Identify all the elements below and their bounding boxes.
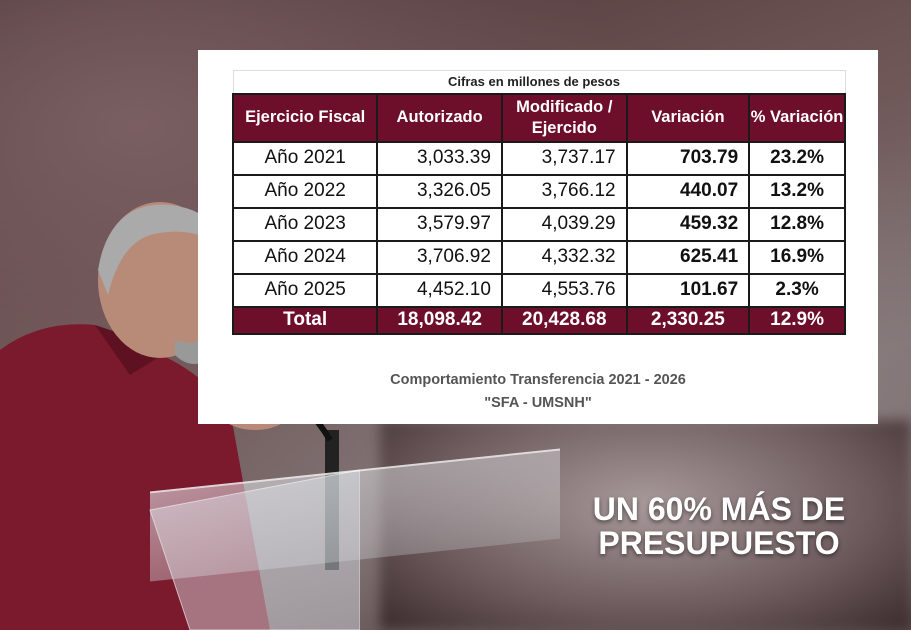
table-cell: 4,553.76 — [500, 272, 628, 308]
col-header: Ejercicio Fiscal — [231, 92, 379, 143]
table-cell: 440.07 — [625, 173, 751, 209]
table-cell: 3,766.12 — [500, 173, 628, 209]
table-cell: 12.8% — [748, 206, 846, 242]
table-caption: Cifras en millones de pesos — [232, 70, 846, 94]
table-row: Año 2023 3,579.97 4,039.29 459.32 12.8% — [231, 206, 846, 242]
col-header: % Variación — [748, 92, 846, 143]
table-cell: 13.2% — [748, 173, 846, 209]
table-cell: 2.3% — [748, 272, 846, 308]
total-cell: 18,098.42 — [376, 305, 503, 335]
total-row: Total 18,098.42 20,428.68 2,330.25 12.9% — [231, 305, 846, 335]
budget-table: Cifras en millones de pesos Ejercicio Fi… — [231, 70, 846, 335]
total-cell: Total — [231, 305, 379, 335]
table-row: Año 2025 4,452.10 4,553.76 101.67 2.3% — [231, 272, 846, 308]
subtitle: Comportamiento Transferencia 2021 - 2026 — [390, 372, 686, 388]
table-cell: 703.79 — [625, 140, 751, 176]
table-cell: 3,033.39 — [376, 140, 503, 176]
table-row: Año 2021 3,033.39 3,737.17 703.79 23.2% — [231, 140, 846, 176]
headline-line2: PRESUPUESTO — [598, 525, 840, 561]
table-cell: 4,332.32 — [500, 239, 628, 275]
table-cell: 101.67 — [625, 272, 751, 308]
table-cell: 625.41 — [625, 239, 751, 275]
table-cell: 23.2% — [748, 140, 846, 176]
total-cell: 12.9% — [748, 305, 846, 335]
table-cell: 4,039.29 — [500, 206, 628, 242]
table-cell: Año 2024 — [231, 239, 379, 275]
table-cell: Año 2025 — [231, 272, 379, 308]
table-cell: 3,706.92 — [376, 239, 503, 275]
budget-card: Cifras en millones de pesos Ejercicio Fi… — [198, 50, 878, 424]
total-cell: 2,330.25 — [625, 305, 751, 335]
table-cell: 3,579.97 — [376, 206, 503, 242]
table-row: Año 2022 3,326.05 3,766.12 440.07 13.2% — [231, 173, 846, 209]
table-cell: 459.32 — [625, 206, 751, 242]
table-row: Año 2024 3,706.92 4,332.32 625.41 16.9% — [231, 239, 846, 275]
col-header: Modificado / Ejercido — [500, 92, 628, 143]
table-cell: Año 2023 — [231, 206, 379, 242]
table-cell: 16.9% — [748, 239, 846, 275]
headline-line1: UN 60% MÁS DE — [592, 491, 846, 527]
table-cell: Año 2021 — [231, 140, 379, 176]
subtitle-source: "SFA - UMSNH" — [484, 395, 592, 411]
col-header: Autorizado — [376, 92, 503, 143]
table-cell: 4,452.10 — [376, 272, 503, 308]
col-header: Variación — [625, 92, 751, 143]
table-cell: Año 2022 — [231, 173, 379, 209]
total-cell: 20,428.68 — [500, 305, 628, 335]
table-cell: 3,326.05 — [376, 173, 503, 209]
headline: UN 60% MÁS DE PRESUPUESTO — [560, 492, 878, 560]
table-cell: 3,737.17 — [500, 140, 628, 176]
header-row: Ejercicio Fiscal Autorizado Modificado /… — [231, 92, 846, 143]
